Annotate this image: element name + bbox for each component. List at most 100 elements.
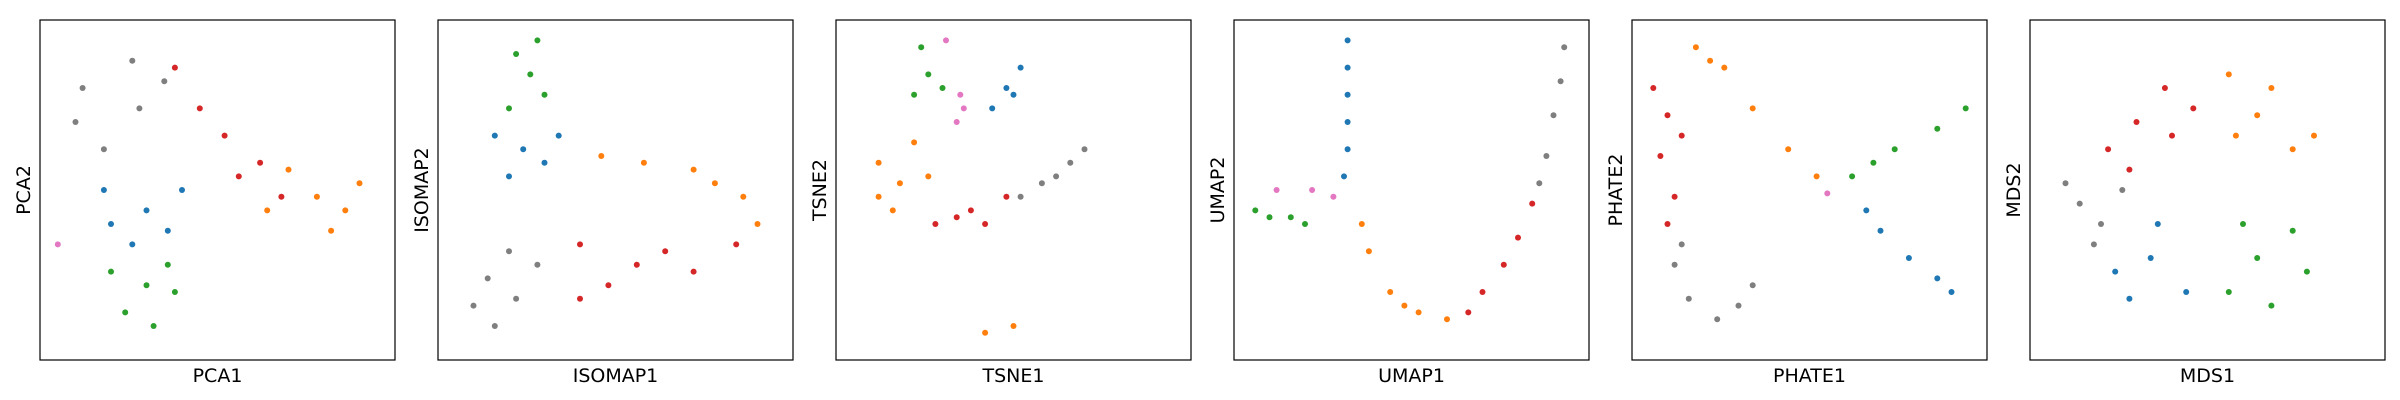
scatter-point <box>1785 146 1792 153</box>
scatter-point <box>1309 187 1316 193</box>
scatter-point <box>1302 221 1308 227</box>
scatter-point <box>1444 316 1450 323</box>
scatter-point <box>1341 173 1347 180</box>
scatter-point <box>1266 214 1273 221</box>
scatter-point <box>342 207 349 214</box>
scatter-point <box>1650 85 1657 91</box>
scatter-point <box>1962 105 1969 112</box>
scatter-point <box>2105 146 2112 153</box>
scatter-point <box>605 282 612 289</box>
scatter-point <box>143 207 150 214</box>
scatter-point <box>1529 200 1536 207</box>
scatter-point <box>1813 173 1820 180</box>
panel-phate: PHATE1 PHATE2 <box>1605 19 1988 387</box>
scatter-point <box>541 159 548 166</box>
scatter-point <box>1870 159 1877 166</box>
scatter-point <box>2311 132 2317 139</box>
scatter-point <box>179 187 185 193</box>
plot-frame-isomap <box>437 19 794 361</box>
plot-frame-phate <box>1631 19 1988 361</box>
scatter-point <box>1344 91 1351 98</box>
scatter-point <box>196 105 203 112</box>
scatter-point <box>1735 302 1742 309</box>
scatter-point <box>313 193 320 200</box>
scatter-point <box>541 91 548 98</box>
scatter-point <box>129 57 136 64</box>
scatter-point <box>2289 227 2296 234</box>
scatter-point <box>129 241 136 248</box>
scatter-point <box>1824 190 1831 197</box>
scatter-point <box>1685 295 1692 302</box>
scatter-point <box>1387 289 1394 295</box>
scatter-point <box>1671 261 1678 268</box>
scatter-point <box>957 91 964 98</box>
scatter-point <box>598 153 605 159</box>
scatter-point <box>711 180 718 187</box>
scatter-point <box>1344 119 1351 125</box>
scatter-point <box>911 139 918 146</box>
scatter-point <box>1365 248 1372 255</box>
scatter-point <box>100 187 107 193</box>
scatter-point <box>1561 44 1568 51</box>
x-axis-label-mds: MDS1 <box>2180 365 2235 387</box>
scatter-point <box>72 119 79 125</box>
scatter-point <box>2240 221 2246 227</box>
scatter-point <box>911 91 918 98</box>
panel-mds: MDS1 MDS2 <box>2003 19 2386 387</box>
scatter-point <box>953 119 960 125</box>
plot-frame-umap <box>1233 19 1590 361</box>
scatter-marks-umap <box>1252 37 1568 323</box>
scatter-point <box>1017 193 1024 200</box>
plot-frame-tsne <box>835 19 1192 361</box>
scatter-point <box>2183 289 2190 295</box>
scatter-point <box>491 132 498 139</box>
scatter-point <box>1081 146 1088 153</box>
scatter-point <box>1550 112 1557 119</box>
scatter-point <box>2090 241 2097 248</box>
x-axis-label-tsne: TSNE1 <box>982 365 1045 387</box>
scatter-point <box>2154 221 2161 227</box>
scatter-point <box>136 105 143 112</box>
scatter-marks-isomap <box>470 37 761 329</box>
scatter-point <box>356 180 363 187</box>
scatter-point <box>264 207 271 214</box>
scatter-point <box>1010 91 1017 98</box>
scatter-point <box>1067 159 1074 166</box>
scatter-point <box>1948 289 1955 295</box>
scatter-point <box>943 37 949 44</box>
x-axis-label-phate: PHATE1 <box>1773 365 1846 387</box>
scatter-point <box>1905 255 1912 261</box>
scatter-point <box>2190 105 2197 112</box>
scatter-point <box>1500 261 1507 268</box>
plot-frame-pca <box>39 19 396 361</box>
y-axis-label-isomap: ISOMAP2 <box>411 147 433 233</box>
scatter-point <box>150 323 157 329</box>
scatter-point <box>2161 85 2168 91</box>
scatter-point <box>171 289 178 295</box>
scatter-point <box>506 248 512 255</box>
scatter-marks-phate <box>1650 44 1969 323</box>
scatter-point <box>2254 255 2261 261</box>
scatter-point <box>221 132 228 139</box>
scatter-point <box>1721 64 1728 71</box>
scatter-point <box>925 173 932 180</box>
scatter-point <box>1053 173 1060 180</box>
scatter-point <box>506 173 512 180</box>
scatter-point <box>1003 85 1010 91</box>
scatter-point <box>513 295 520 302</box>
scatter-point <box>1664 112 1671 119</box>
scatter-point <box>2112 268 2119 275</box>
y-axis-label-tsne: TSNE2 <box>809 159 831 222</box>
scatter-point <box>2225 71 2232 78</box>
scatter-point <box>740 193 747 200</box>
scatter-point <box>1749 105 1756 112</box>
scatter-point <box>577 295 583 302</box>
scatter-point <box>1038 180 1045 187</box>
scatter-point <box>2303 268 2310 275</box>
scatter-point <box>2098 221 2104 227</box>
scatter-point <box>989 105 996 112</box>
scatter-point <box>491 323 498 329</box>
scatter-point <box>1749 282 1756 289</box>
scatter-point <box>2133 119 2140 125</box>
scatter-point <box>257 159 264 166</box>
